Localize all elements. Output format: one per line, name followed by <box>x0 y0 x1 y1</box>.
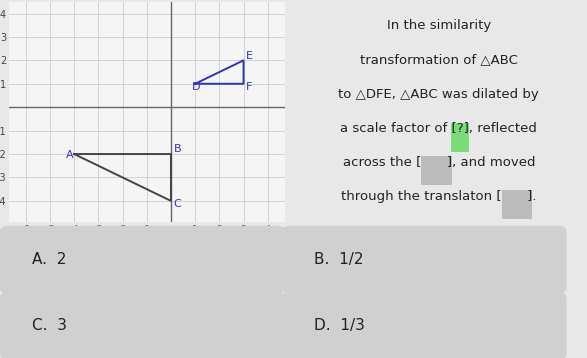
FancyBboxPatch shape <box>421 156 451 184</box>
FancyBboxPatch shape <box>502 190 532 219</box>
Text: to △DFE, △ABC was dilated by: to △DFE, △ABC was dilated by <box>339 88 539 101</box>
Text: a scale factor of [?], reflected: a scale factor of [?], reflected <box>340 122 537 135</box>
Text: B.  1/2: B. 1/2 <box>314 252 363 267</box>
Text: A: A <box>66 150 73 160</box>
Text: D: D <box>193 82 201 92</box>
Text: F: F <box>245 82 252 92</box>
Text: In the similarity: In the similarity <box>387 19 491 33</box>
Text: D.  1/3: D. 1/3 <box>314 318 365 333</box>
Text: through the translaton [      ].: through the translaton [ ]. <box>341 190 537 203</box>
Text: C: C <box>174 199 181 209</box>
Text: C.  3: C. 3 <box>32 318 68 333</box>
Text: transformation of △ABC: transformation of △ABC <box>360 54 518 67</box>
Text: across the [      ], and moved: across the [ ], and moved <box>343 156 535 169</box>
FancyBboxPatch shape <box>451 123 469 151</box>
Text: E: E <box>245 51 252 61</box>
Text: B: B <box>174 144 181 154</box>
Text: A.  2: A. 2 <box>32 252 67 267</box>
